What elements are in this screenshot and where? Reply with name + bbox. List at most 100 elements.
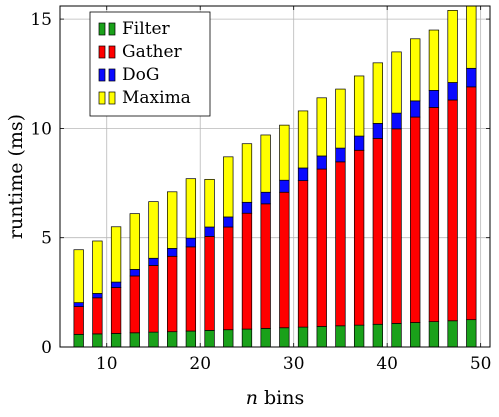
bar-segment-maxima-45	[428, 29, 440, 91]
bar-segment-maxima-15	[148, 201, 159, 259]
plot-frame	[59, 5, 491, 348]
bar-segment-dog-41	[391, 112, 402, 130]
legend-swatch-gather	[98, 45, 106, 59]
bar-segment-filter-21	[204, 330, 215, 348]
y-tick-label: 0	[41, 338, 52, 358]
bar-segment-dog-19	[185, 237, 197, 248]
bar-segment-gather-43	[410, 116, 421, 323]
bar-segment-dog-37	[353, 135, 365, 151]
legend-label-filter: Filter	[122, 19, 171, 39]
axis-ticks: 10 20 30 40 50 0 5 10 15	[30, 6, 491, 374]
bar-segment-gather-11	[110, 287, 122, 334]
bar-segment-maxima-13	[129, 213, 140, 270]
bar-segment-dog-31	[297, 167, 309, 182]
y-tick-label: 15	[30, 10, 52, 30]
x-tick-label: 30	[283, 354, 305, 374]
bar-segment-gather-41	[391, 128, 402, 324]
bar-segment-filter-33	[316, 326, 327, 348]
bar-segment-maxima-23	[223, 156, 234, 218]
bar-segment-gather-21	[204, 236, 215, 331]
bar-segment-gather-7	[73, 306, 84, 335]
bar-segment-maxima-47	[447, 10, 458, 83]
bar-segment-filter-29	[279, 327, 290, 348]
bar-segment-maxima-35	[335, 88, 346, 149]
bar-segment-maxima-29	[279, 124, 290, 181]
bar-segment-maxima-39	[372, 62, 383, 124]
bar-segment-filter-31	[297, 326, 309, 348]
bar-segment-dog-21	[204, 226, 215, 237]
y-tick-label: 5	[41, 229, 52, 249]
legend-label-gather: Gather	[122, 42, 183, 62]
x-axis-title-rest: bins	[258, 387, 304, 409]
legend-label-maxima: Maxima	[122, 88, 191, 108]
bar-segment-filter-15	[148, 331, 159, 348]
bar-segment-maxima-19	[185, 178, 197, 239]
legend-swatch-maxima	[98, 91, 106, 105]
x-tick-label: 20	[189, 354, 211, 374]
bar-segment-dog-47	[447, 82, 458, 101]
bar-segment-maxima-27	[260, 134, 271, 193]
bar-segment-filter-45	[428, 321, 440, 348]
bar-segment-gather-33	[316, 168, 327, 327]
bar-segment-filter-23	[223, 329, 234, 348]
bar-segment-gather-45	[428, 107, 440, 322]
bar-segment-filter-43	[410, 322, 421, 348]
bar-segment-dog-33	[316, 155, 327, 170]
legend-swatch-dog	[98, 68, 106, 82]
bar-segment-filter-37	[353, 324, 365, 348]
bar-segment-maxima-33	[316, 97, 327, 157]
bar-segment-maxima-31	[297, 110, 309, 169]
legend-swatch-filter	[98, 22, 106, 36]
bar-segment-gather-49	[466, 86, 477, 321]
legend-swatch-gather-2	[108, 45, 116, 59]
bar-segment-dog-17	[167, 248, 178, 257]
bar-segment-filter-41	[391, 323, 402, 348]
bar-segment-filter-27	[260, 328, 271, 348]
legend-swatch-dog-2	[108, 68, 116, 82]
bar-segment-gather-39	[372, 138, 383, 325]
bar-segment-dog-15	[148, 257, 159, 266]
bar-segment-dog-11	[110, 281, 122, 288]
bar-segment-dog-25	[241, 201, 253, 214]
bar-segment-maxima-41	[391, 51, 402, 114]
legend-swatch-filter-2	[108, 22, 116, 36]
x-tick-label: 50	[470, 354, 492, 374]
bar-segment-gather-9	[92, 297, 103, 335]
bar-segment-dog-9	[92, 293, 103, 299]
bar-segment-gather-17	[167, 255, 178, 333]
bar-segment-dog-23	[223, 216, 234, 228]
bar-segment-filter-25	[241, 328, 253, 348]
bar-segment-dog-35	[335, 147, 346, 163]
bar-segment-gather-29	[279, 191, 290, 329]
x-tick-label: 40	[376, 354, 398, 374]
bar-segment-filter-47	[447, 320, 458, 348]
x-tick-label: 10	[96, 354, 118, 374]
bar-segment-filter-49	[466, 319, 477, 348]
x-axis-title-italic: n	[246, 387, 258, 409]
bar-segment-filter-11	[110, 333, 122, 348]
bars	[73, 5, 477, 348]
bar-segment-gather-13	[129, 275, 140, 334]
bar-segment-maxima-25	[241, 143, 253, 203]
bar-segment-filter-13	[129, 332, 140, 348]
bar-segment-dog-27	[260, 191, 271, 205]
bar-segment-maxima-17	[167, 191, 178, 249]
bar-segment-maxima-7	[73, 249, 84, 303]
bar-segment-maxima-9	[92, 240, 103, 294]
bar-segment-maxima-49	[466, 5, 477, 69]
bar-segment-gather-15	[148, 265, 159, 333]
bar-segment-gather-37	[353, 149, 365, 326]
x-axis-title: n bins	[246, 387, 305, 409]
bar-segment-filter-19	[185, 330, 197, 348]
bar-segment-gather-25	[241, 212, 253, 330]
bar-segment-dog-7	[73, 302, 84, 307]
bar-segment-gather-47	[447, 99, 458, 322]
bar-segment-maxima-21	[204, 178, 215, 228]
bar-segment-dog-29	[279, 179, 290, 193]
bar-segment-dog-45	[428, 90, 440, 108]
bar-segment-gather-31	[297, 180, 309, 328]
bar-segment-maxima-37	[353, 75, 365, 137]
bar-segment-filter-39	[372, 323, 383, 348]
